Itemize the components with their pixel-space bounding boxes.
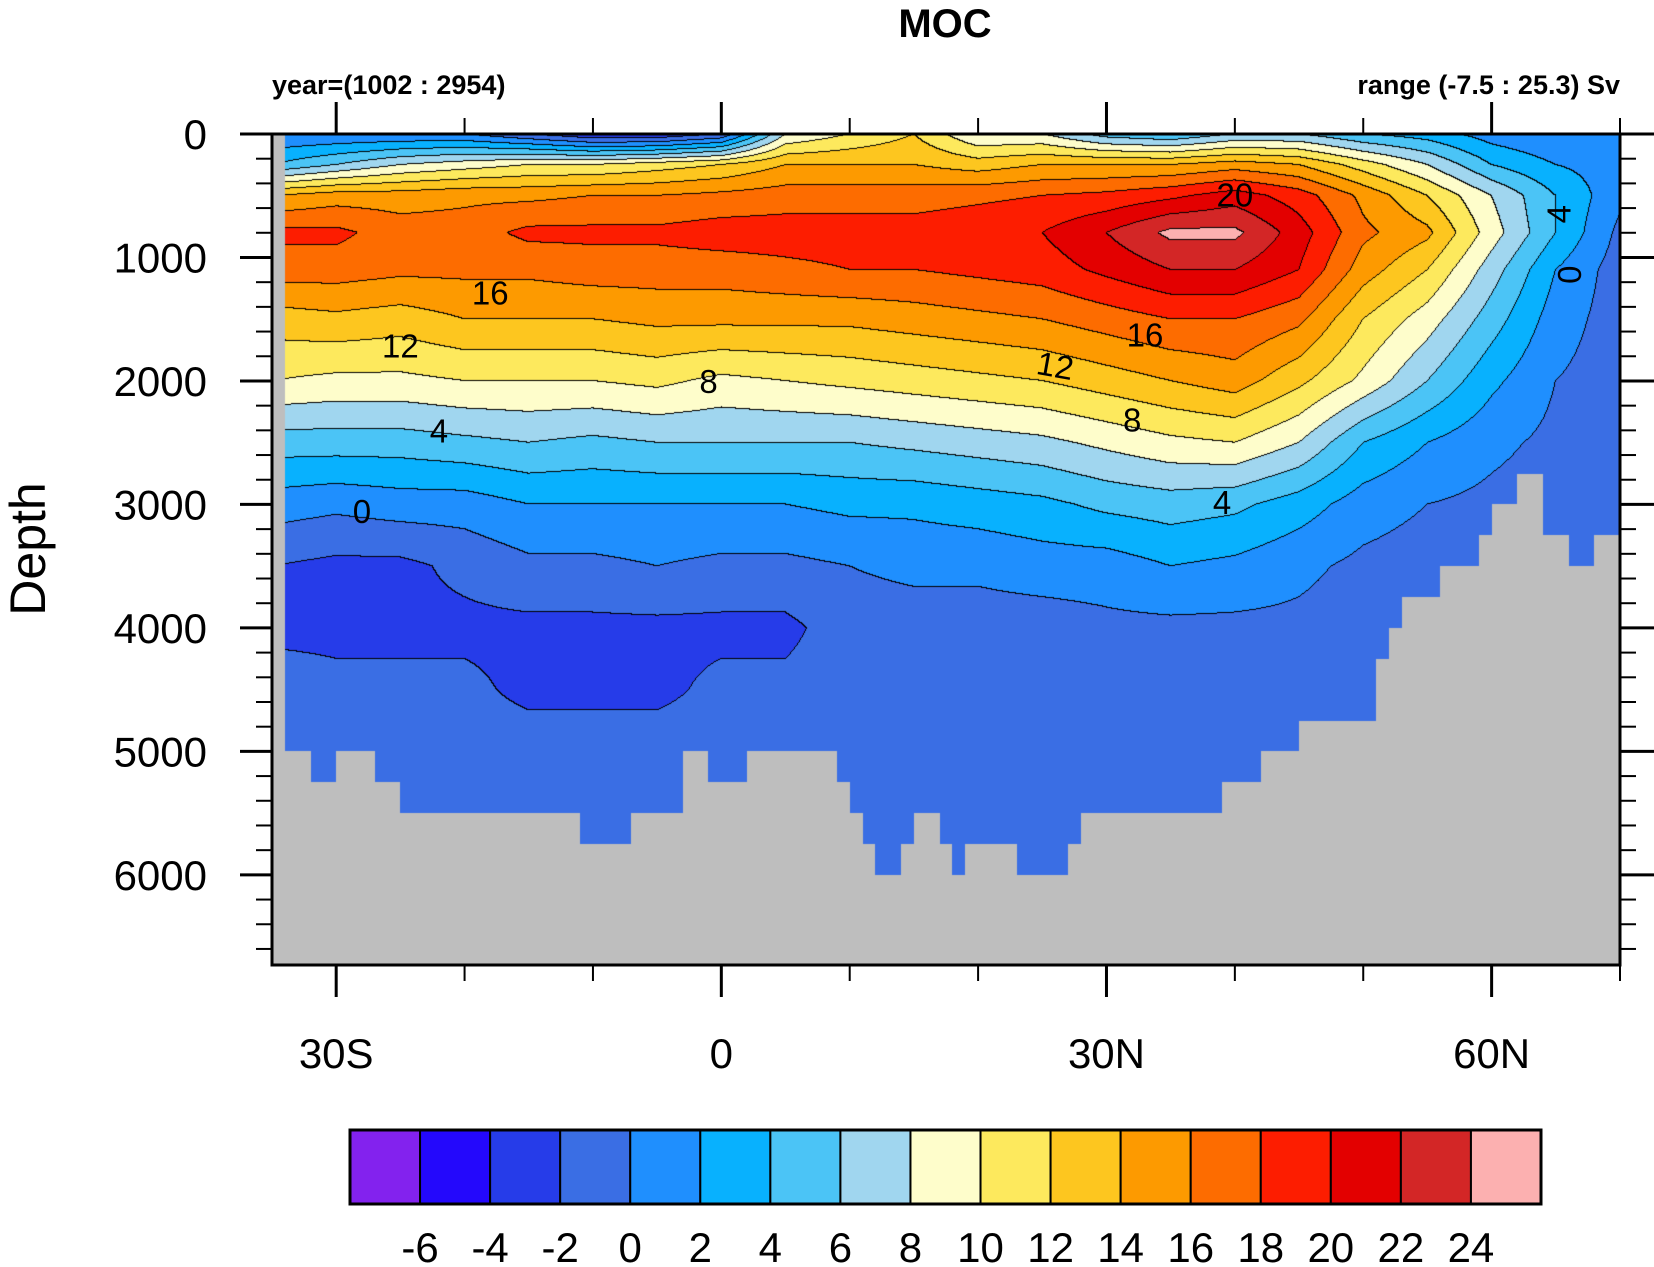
y-tick-label: 3000 [114, 481, 207, 528]
subtitle-right: range (-7.5 : 25.3) Sv [1357, 70, 1620, 100]
colorbar-label: 6 [829, 1224, 852, 1267]
colorbar-frame [348, 1128, 1543, 1206]
y-tick-label: 6000 [114, 852, 207, 899]
colorbar-label: 16 [1167, 1224, 1214, 1267]
contour-label: 8 [699, 363, 717, 400]
colorbar-label: 8 [899, 1224, 922, 1267]
contour-label: 20 [1216, 177, 1253, 214]
colorbar-label: -2 [541, 1224, 578, 1267]
colorbar-label: 4 [759, 1224, 782, 1267]
x-tick-label: 60N [1453, 1030, 1530, 1077]
colorbar-label: 20 [1307, 1224, 1354, 1267]
contour-label: 16 [1127, 316, 1164, 353]
colorbar-swatch [769, 1129, 842, 1205]
colorbar-label: 14 [1097, 1224, 1144, 1267]
colorbar-swatch [699, 1129, 772, 1205]
colorbar-swatch [1469, 1129, 1542, 1205]
contour-labels: 16 12 8 4 0 20 16 12 8 4 4 0 [353, 177, 1588, 530]
colorbar-swatch [629, 1129, 702, 1205]
colorbar-swatch [1049, 1129, 1122, 1205]
x-tick-label: 30S [299, 1030, 374, 1077]
y-tick-label: 5000 [114, 728, 207, 775]
colorbar-label: 2 [689, 1224, 712, 1267]
colorbar-label: -6 [401, 1224, 438, 1267]
colorbar-swatch [1189, 1129, 1262, 1205]
subtitle-left: year=(1002 : 2954) [272, 70, 505, 100]
colorbar-swatch [839, 1129, 912, 1205]
colorbar-swatch [1329, 1129, 1402, 1205]
colorbar-swatch [1259, 1129, 1332, 1205]
colorbar-label: 0 [619, 1224, 642, 1267]
contour-label: 4 [1541, 205, 1578, 223]
colorbar-swatch [979, 1129, 1052, 1205]
plot-frame [270, 132, 1622, 967]
colorbar-swatch [489, 1129, 562, 1205]
colorbar-swatch [419, 1129, 492, 1205]
contour-label: 8 [1123, 401, 1141, 438]
colorbar-label: 10 [957, 1224, 1004, 1267]
contour-label: 12 [382, 327, 419, 364]
colorbar-swatch [909, 1129, 982, 1205]
colorbar-label: -4 [471, 1224, 508, 1267]
colorbar-swatch [349, 1129, 422, 1205]
contour-label: 0 [1551, 266, 1588, 284]
y-tick-label: 1000 [114, 234, 207, 281]
colorbar-label: 24 [1448, 1224, 1495, 1267]
y-tick-label: 0 [184, 111, 207, 158]
chart-title: MOC [898, 2, 991, 46]
contour-label: 12 [1034, 344, 1077, 387]
colorbar-swatch [559, 1129, 632, 1205]
contour-label: 4 [1213, 484, 1231, 521]
contour-label: 0 [353, 493, 371, 530]
colorbar-label: 22 [1378, 1224, 1425, 1267]
y-tick-label: 2000 [114, 358, 207, 405]
y-tick-label: 4000 [114, 605, 207, 652]
colorbar-label: 18 [1237, 1224, 1284, 1267]
x-tick-label: 30N [1068, 1030, 1145, 1077]
colorbar-swatch [1119, 1129, 1192, 1205]
colorbar-swatch [1399, 1129, 1472, 1205]
contour-field [272, 134, 1620, 965]
colorbar-label: 12 [1027, 1224, 1074, 1267]
colorbar: -6 -4 -2 0 2 4 6 8 10 12 14 16 18 20 22 24 [348, 1128, 1543, 1267]
contour-label: 4 [430, 413, 448, 450]
y-axis-label: Depth [0, 482, 56, 615]
x-tick-label: 0 [710, 1030, 733, 1077]
contour-label: 16 [472, 274, 509, 311]
